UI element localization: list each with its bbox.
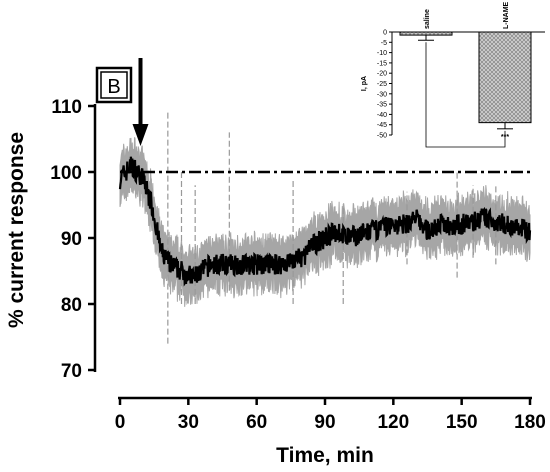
inset-bar-saline xyxy=(399,31,453,36)
significance-label: *** xyxy=(501,134,509,141)
x-tick-label-120: 120 xyxy=(377,412,409,433)
x-axis-title: Time, min xyxy=(276,444,374,467)
x-tick-label-90: 90 xyxy=(314,412,335,433)
mean-trace xyxy=(118,156,532,287)
inset-y-tick-label--10: -10 xyxy=(377,50,387,57)
inset-y-tick-label--30: -30 xyxy=(377,91,387,98)
y-tick-label-80: 80 xyxy=(61,295,82,316)
inset-y-tick-label-0: 0 xyxy=(383,30,387,37)
main-axes: 70 80 90 100 110 0 30 60 90 120 150 180 xyxy=(50,97,546,433)
inset-category-label-L-NAME: L-NAME xyxy=(503,1,510,29)
inset-y-tick-label--50: -50 xyxy=(377,133,387,140)
arrow-head xyxy=(132,124,149,146)
panel-label-box: B xyxy=(95,66,133,104)
inset-category-label-saline: saline xyxy=(424,9,431,29)
inset-y-tick-label--25: -25 xyxy=(377,81,387,88)
inset-y-tick-label--35: -35 xyxy=(377,102,387,109)
x-tick-label-30: 30 xyxy=(178,412,199,433)
x-tick-label-60: 60 xyxy=(246,412,267,433)
inset-y-tick-label--20: -20 xyxy=(377,71,387,78)
inset-y-tick-label--40: -40 xyxy=(377,112,387,119)
inset-y-tick-label--15: -15 xyxy=(377,60,387,67)
mean-line xyxy=(118,156,532,287)
panel-label: B xyxy=(107,76,120,98)
y-axis-title: % current response xyxy=(5,132,28,328)
significance-bracket xyxy=(425,42,506,148)
y-tick-label-110: 110 xyxy=(51,97,82,118)
inset-y-tick-label--5: -5 xyxy=(381,40,387,47)
y-tick-label-100: 100 xyxy=(50,163,82,184)
y-tick-label-90: 90 xyxy=(61,229,82,250)
inset-bar-L-NAME xyxy=(478,31,532,124)
inset-bar-chart: 0 -5 -10 -15 -20 -25 -30 -35 -40 -45 -50 I, pA salin… xyxy=(360,1,548,148)
x-tick-label-180: 180 xyxy=(514,412,546,433)
y-tick-label-70: 70 xyxy=(61,361,82,382)
x-tick-label-0: 0 xyxy=(115,412,126,433)
inset-y-tick-label--45: -45 xyxy=(377,122,387,129)
arrow-marker xyxy=(132,58,149,146)
x-tick-label-150: 150 xyxy=(446,412,478,433)
inset-y-axis-title: I, pA xyxy=(361,76,368,91)
